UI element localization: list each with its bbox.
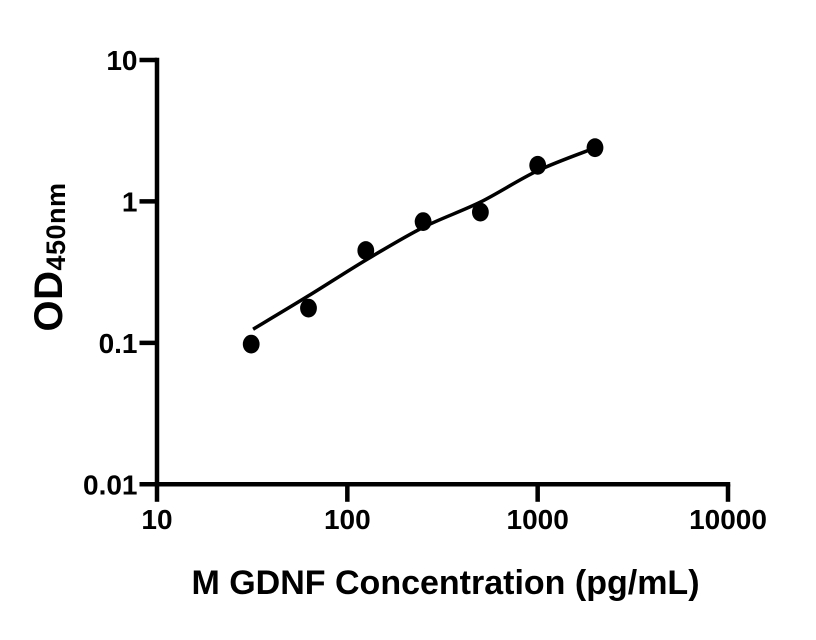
x-axis-tick-label: 10 xyxy=(141,504,172,535)
y-axis-tick-label: 0.01 xyxy=(83,469,138,500)
x-axis-tick-label: 10000 xyxy=(689,504,767,535)
y-axis-title-main: OD xyxy=(27,271,71,332)
x-axis-tick-label: 1000 xyxy=(507,504,569,535)
y-axis-tick-label: 1 xyxy=(122,186,138,217)
data-point xyxy=(357,241,375,260)
data-point xyxy=(472,202,489,222)
axes-group xyxy=(154,57,731,487)
y-axis-title-subscript: 450nm xyxy=(41,182,71,270)
y-axis-title: OD450nm xyxy=(27,182,71,331)
axis-titles-group: M GDNF Concentration (pg/mL) OD450nm xyxy=(27,182,700,602)
tick-labels-group: 0.01 0.1 1 10 10 100 1000 10000 xyxy=(83,45,767,535)
x-axis-title: M GDNF Concentration (pg/mL) xyxy=(191,564,699,602)
data-point xyxy=(586,138,604,158)
data-point xyxy=(414,212,432,232)
data-point xyxy=(529,155,547,175)
ticks-group xyxy=(139,57,731,502)
data-point xyxy=(242,334,260,354)
y-axis-tick-label: 0.1 xyxy=(99,328,138,359)
data-points-group xyxy=(242,138,604,354)
data-point xyxy=(300,298,317,318)
y-axis-tick-label: 10 xyxy=(106,45,137,76)
x-axis-tick-label: 100 xyxy=(324,504,371,535)
